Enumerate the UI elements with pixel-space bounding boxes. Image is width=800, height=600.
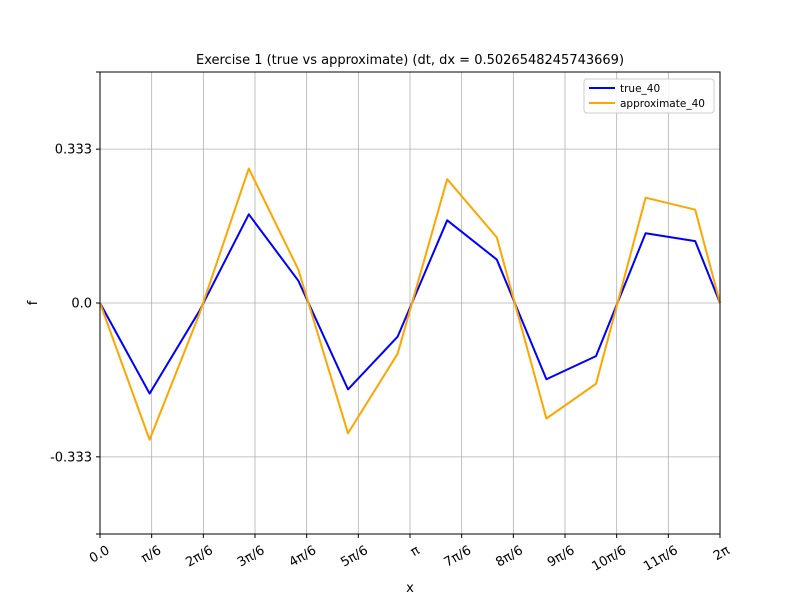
y-tick-label: -0.333 [50,450,92,465]
x-tick-label: 2π [711,543,733,564]
legend-label-true-40: true_40 [620,83,660,95]
series-lines [99,167,721,441]
y-tick-label: 0.0 [71,297,92,312]
legend-label-approximate-40: approximate_40 [620,98,705,110]
y-tick-label: 0.333 [55,143,92,158]
y-axis-ticks: -0.333 0.0 0.333 [50,71,100,535]
legend-box [583,78,715,114]
legend: true_40 approximate_40 [583,78,715,114]
y-axis-label: f [26,300,41,305]
chart-title: Exercise 1 (true vs approximate) (dt, dx… [196,53,624,68]
series-line-true-40 [99,213,721,395]
series-line-approximate-40 [99,167,721,441]
x-axis-label: x [406,581,414,596]
